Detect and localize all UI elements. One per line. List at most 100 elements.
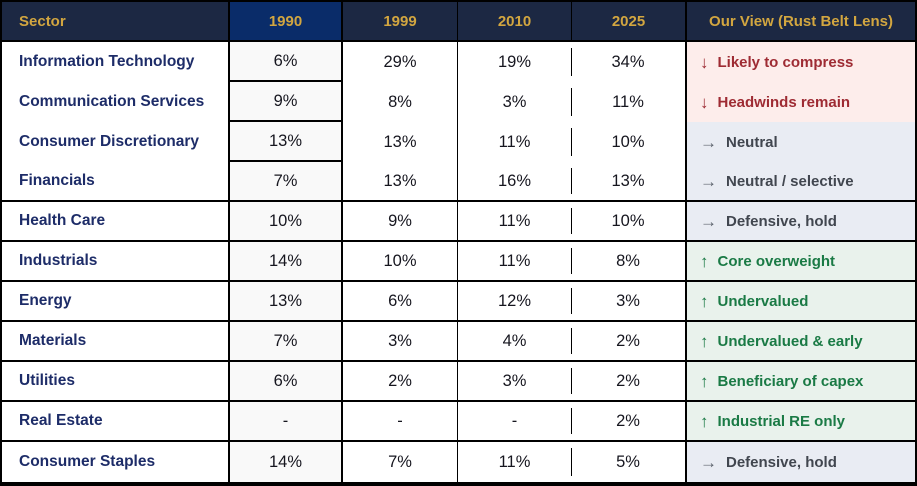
- sector-name: Real Estate: [2, 402, 228, 442]
- value-2010: 11%: [457, 122, 571, 162]
- view-cell: → Defensive, hold: [685, 442, 915, 482]
- table-row: Materials 7% 3% 4% 2% ↑ Undervalued & early: [2, 322, 915, 362]
- value-1990: 10%: [228, 202, 343, 242]
- value-1999: 8%: [388, 92, 412, 111]
- sector-name: Industrials: [2, 242, 228, 282]
- trend-right-arrow-icon: →: [700, 132, 717, 152]
- value-2010: 11%: [457, 242, 571, 282]
- value-1999: 10%: [343, 242, 457, 282]
- value-1999: 13%: [383, 132, 417, 151]
- value-1990: 14%: [228, 442, 343, 482]
- table-row: Information Technology 6% 29% 19% 34% ↓ Likely…: [2, 42, 915, 82]
- table-row: Utilities 6% 2% 3% 2% ↑ Beneficiary of capex: [2, 362, 915, 402]
- table-body: Information Technology 6% 29% 19% 34% ↓ Likely…: [2, 42, 915, 482]
- view-cell: ↓ Likely to compress: [685, 42, 915, 82]
- trend-up-arrow-icon: ↑: [700, 331, 709, 351]
- sector-name: Energy: [2, 282, 228, 322]
- table-row: Financials 7% 13% 16% 13% → Neutral / selectiv…: [2, 162, 915, 202]
- value-2025: 5%: [571, 442, 685, 482]
- value-2025: 13%: [571, 162, 685, 202]
- column-divider: [571, 288, 572, 314]
- view-cell: ↑ Undervalued & early: [685, 322, 915, 362]
- view-label: Beneficiary of capex: [717, 372, 864, 390]
- view-cell: → Neutral / selective: [685, 162, 915, 202]
- view-cell: ↓ Headwinds remain: [685, 82, 915, 122]
- value-1990: 13%: [228, 282, 343, 322]
- value-2010: 3%: [457, 82, 571, 122]
- view-label: Defensive, hold: [726, 212, 837, 230]
- trend-right-arrow-icon: →: [700, 211, 717, 231]
- view-cell: ↑ Beneficiary of capex: [685, 362, 915, 402]
- value-1999: 9%: [343, 202, 457, 242]
- view-label: Core overweight: [717, 252, 836, 270]
- column-divider: [571, 48, 572, 76]
- column-divider: [571, 448, 572, 476]
- view-cell: → Neutral: [685, 122, 915, 162]
- column-header-sector: Sector: [19, 12, 66, 30]
- table-row: Consumer Staples 14% 7% 11% 5% → Defensive, ho…: [2, 442, 915, 482]
- trend-down-arrow-icon: ↓: [700, 92, 709, 112]
- value-1990: 9%: [228, 82, 343, 122]
- value-1990: 7%: [228, 162, 343, 202]
- sector-name: Utilities: [2, 362, 228, 402]
- value-2025: 8%: [571, 242, 685, 282]
- value-1990: 14%: [228, 242, 343, 282]
- value-1999: -: [343, 402, 457, 442]
- view-label: Defensive, hold: [726, 453, 837, 471]
- column-header-2010: 2010: [457, 2, 571, 40]
- sector-name: Health Care: [2, 202, 228, 242]
- value-1999: 6%: [343, 282, 457, 322]
- column-divider: [571, 128, 572, 156]
- view-label: Likely to compress: [717, 53, 854, 71]
- view-cell: ↑ Core overweight: [685, 242, 915, 282]
- value-2010: 4%: [457, 322, 571, 362]
- sector-name: Consumer Discretionary: [19, 133, 200, 150]
- column-divider: [571, 408, 572, 434]
- value-2010: -: [457, 402, 571, 442]
- value-1999: 3%: [343, 322, 457, 362]
- trend-right-arrow-icon: →: [700, 171, 717, 191]
- column-header-1999: 1999: [383, 12, 417, 30]
- table-row: Energy 13% 6% 12% 3% ↑ Undervalued: [2, 282, 915, 322]
- value-2025: 2%: [571, 362, 685, 402]
- view-label: Neutral / selective: [726, 172, 854, 190]
- view-cell: ↑ Undervalued: [685, 282, 915, 322]
- value-2025: 11%: [571, 82, 685, 122]
- value-2010: 11%: [457, 442, 571, 482]
- table-row: Consumer Discretionary 13% 13% 11% 10% → Neutr…: [2, 122, 915, 162]
- value-2025: 2%: [571, 322, 685, 362]
- value-1999: 7%: [388, 452, 412, 471]
- column-header-1990: 1990: [228, 2, 343, 40]
- sector-name: Communication Services: [19, 93, 205, 110]
- value-2025: 2%: [571, 402, 685, 442]
- sector-name: Financials: [2, 162, 228, 202]
- sector-name: Information Technology: [19, 53, 195, 70]
- view-cell: ↑ Industrial RE only: [685, 402, 915, 442]
- column-divider: [571, 88, 572, 116]
- value-2010: 11%: [457, 202, 571, 242]
- sector-name: Materials: [2, 322, 228, 362]
- value-2025: 34%: [571, 42, 685, 82]
- trend-up-arrow-icon: ↑: [700, 291, 709, 311]
- value-2025: 3%: [571, 282, 685, 322]
- value-1990: 6%: [228, 362, 343, 402]
- value-2010: 16%: [457, 162, 571, 202]
- view-label: Headwinds remain: [717, 93, 851, 111]
- view-label: Undervalued & early: [717, 332, 863, 350]
- sector-name: Consumer Staples: [19, 453, 156, 470]
- value-1990: -: [228, 402, 343, 442]
- value-2010: 19%: [457, 42, 571, 82]
- trend-down-arrow-icon: ↓: [700, 52, 709, 72]
- value-1999: 29%: [383, 52, 417, 71]
- column-divider: [571, 168, 572, 194]
- view-cell: → Defensive, hold: [685, 202, 915, 242]
- value-1990: 7%: [228, 322, 343, 362]
- value-2010: 12%: [457, 282, 571, 322]
- trend-right-arrow-icon: →: [700, 452, 717, 472]
- trend-up-arrow-icon: ↑: [700, 251, 709, 271]
- value-1990: 13%: [228, 122, 343, 162]
- value-1990: 6%: [228, 42, 343, 82]
- table-row: Health Care 10% 9% 11% 10% → Defensive, hold: [2, 202, 915, 242]
- trend-up-arrow-icon: ↑: [700, 411, 709, 431]
- table-row: Communication Services 9% 8% 3% 11% ↓ Headwind…: [2, 82, 915, 122]
